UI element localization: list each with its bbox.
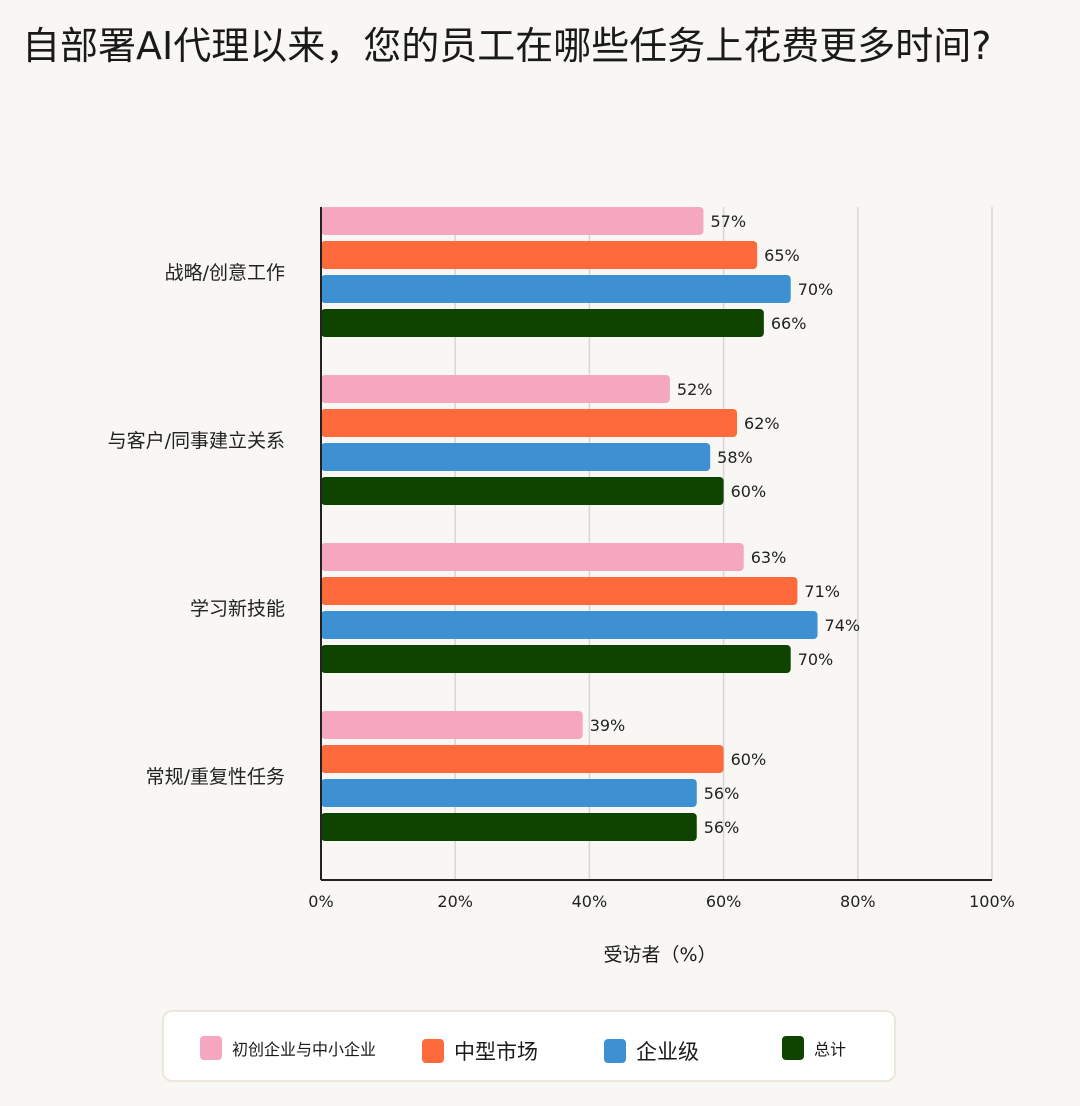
data-label: 60% xyxy=(731,750,767,769)
data-label: 65% xyxy=(764,246,800,265)
bar xyxy=(321,543,744,571)
data-label: 58% xyxy=(717,448,753,467)
x-axis-label: 受访者（%） xyxy=(603,944,717,966)
bar xyxy=(321,611,818,639)
category-label: 战略/创意工作 xyxy=(165,262,285,284)
chart-title: 自部署AI代理以来，您的员工在哪些任务上花费更多时间? xyxy=(22,24,992,68)
bar xyxy=(321,275,791,303)
bar-chart: 0% 20% 40% 60% 80% 100% 战略/创意工作 57% 65% 70% 66% 与客户… xyxy=(108,207,1015,911)
data-label: 70% xyxy=(798,280,834,299)
category-label: 常规/重复性任务 xyxy=(146,766,285,788)
legend-item: 中型市场 xyxy=(422,1036,538,1066)
legend-swatch xyxy=(604,1039,626,1063)
bar xyxy=(321,241,758,269)
legend-item: 企业级 xyxy=(604,1036,699,1066)
legend-label: 初创企业与中小企业 xyxy=(232,1040,377,1059)
legend-swatch xyxy=(422,1039,444,1063)
x-tick-label: 80% xyxy=(840,892,876,911)
data-label: 63% xyxy=(751,548,787,567)
legend: 初创企业与中小企业 中型市场 企业级 总计 xyxy=(162,1010,896,1082)
legend-label: 企业级 xyxy=(636,1040,699,1064)
x-tick-label: 0% xyxy=(308,892,333,911)
legend-swatch xyxy=(782,1036,804,1060)
bar xyxy=(321,577,798,605)
x-tick-label: 40% xyxy=(572,892,608,911)
data-label: 71% xyxy=(804,582,840,601)
legend-item: 总计 xyxy=(782,1036,846,1060)
legend-swatch xyxy=(200,1036,222,1060)
legend-item: 初创企业与中小企业 xyxy=(200,1036,376,1060)
bar xyxy=(321,645,791,673)
bar xyxy=(321,477,724,505)
bar xyxy=(321,779,697,807)
bar xyxy=(321,745,724,773)
bar xyxy=(321,711,583,739)
category-label: 与客户/同事建立关系 xyxy=(108,430,285,452)
bar xyxy=(321,813,697,841)
x-tick-label: 60% xyxy=(706,892,742,911)
bar xyxy=(321,309,764,337)
legend-label: 中型市场 xyxy=(454,1040,538,1064)
data-label: 66% xyxy=(771,314,807,333)
bar xyxy=(321,443,711,471)
legend-label: 总计 xyxy=(814,1040,847,1059)
data-label: 60% xyxy=(731,482,767,501)
bar xyxy=(321,375,670,403)
data-label: 74% xyxy=(825,616,861,635)
bar xyxy=(321,207,704,235)
data-label: 70% xyxy=(798,650,834,669)
data-label: 62% xyxy=(744,414,780,433)
data-label: 57% xyxy=(710,212,746,231)
x-tick-label: 100% xyxy=(969,892,1015,911)
data-label: 56% xyxy=(704,818,740,837)
data-label: 39% xyxy=(590,716,626,735)
x-tick-label: 20% xyxy=(437,892,473,911)
data-label: 52% xyxy=(677,380,713,399)
category-label: 学习新技能 xyxy=(190,598,285,620)
bar xyxy=(321,409,738,437)
data-label: 56% xyxy=(704,784,740,803)
